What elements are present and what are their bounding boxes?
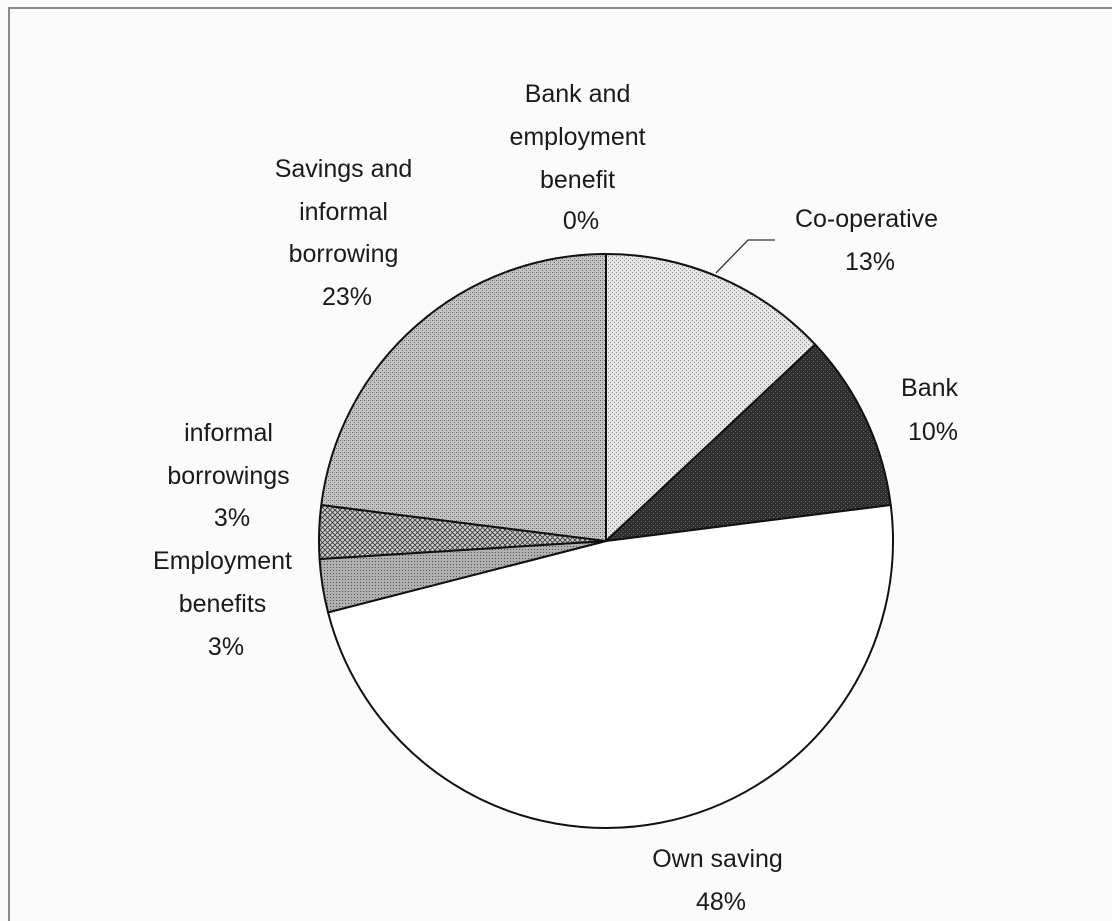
label-informal-borrowings-line1: informal	[184, 419, 273, 447]
label-savings-informal-line2: informal	[299, 198, 388, 226]
pie-slice-own-saving	[327, 504, 894, 829]
label-savings-informal-percent: 23%	[322, 283, 372, 311]
pie-slice-bank	[605, 343, 892, 542]
co-operative-leader-line	[715, 239, 775, 274]
label-bank-employment-line2: employment	[509, 123, 645, 151]
pie-slice-savings-and-informal-borrowing	[320, 253, 607, 542]
label-informal-borrowings-percent: 3%	[214, 504, 250, 532]
label-co-operative-percent: 13%	[845, 248, 895, 276]
label-co-operative-line1: Co-operative	[795, 205, 938, 233]
label-savings-informal: Savings and informal borrowing 23%	[275, 155, 420, 311]
label-own-saving-line1: Own saving	[652, 845, 783, 873]
label-bank-percent: 10%	[908, 418, 958, 446]
label-bank-employment-percent: 0%	[563, 207, 599, 235]
label-bank: Bank 10%	[901, 374, 965, 446]
label-own-saving: Own saving 48%	[652, 845, 790, 916]
label-employment-benefits-percent: 3%	[208, 633, 244, 661]
label-bank-employment-line3: benefit	[540, 166, 615, 194]
label-bank-employment-line1: Bank and	[525, 80, 631, 108]
label-employment-benefits-line1: Employment	[153, 547, 292, 575]
label-employment-benefits: Employment benefits 3%	[153, 547, 299, 661]
label-employment-benefits-line2: benefits	[179, 590, 267, 618]
label-bank-employment: Bank and employment benefit 0%	[509, 80, 652, 235]
pie-slice-co-operative	[605, 253, 817, 542]
label-savings-informal-line3: borrowing	[289, 240, 399, 268]
label-bank-line1: Bank	[901, 374, 958, 402]
label-savings-informal-line1: Savings and	[275, 155, 413, 183]
label-own-saving-percent: 48%	[696, 888, 746, 916]
label-co-operative: Co-operative 13%	[795, 205, 945, 276]
pie-slices	[318, 253, 894, 829]
label-informal-borrowings: informal borrowings 3%	[167, 419, 296, 532]
label-informal-borrowings-line2: borrowings	[167, 462, 289, 490]
